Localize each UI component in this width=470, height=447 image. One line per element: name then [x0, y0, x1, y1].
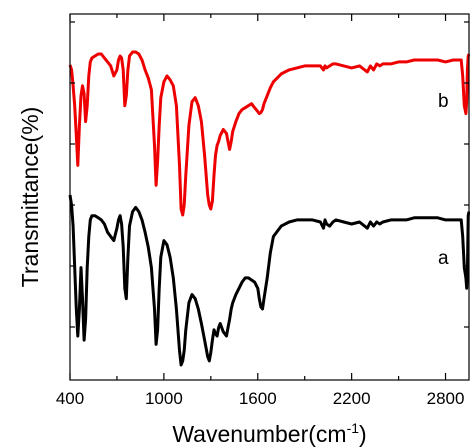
- x-axis-tick-labels: 400 1000 1600 2200 2800: [56, 389, 465, 408]
- series-label-a: a: [438, 248, 449, 269]
- x-axis-title-superscript: -1: [347, 420, 360, 436]
- x-axis-title: Wavenumber(cm-1): [172, 420, 366, 447]
- x-tick-label-1600: 1600: [239, 389, 277, 408]
- series-label-b: b: [438, 91, 449, 112]
- x-tick-label-2800: 2800: [427, 389, 465, 408]
- x-tick-label-1000: 1000: [145, 389, 183, 408]
- x-tick-label-2200: 2200: [333, 389, 371, 408]
- series-line-b: [68, 50, 470, 217]
- y-axis-title: Transmittance(%): [17, 107, 43, 288]
- series-line-a: [68, 194, 470, 367]
- series-labels: ba: [438, 91, 449, 269]
- x-axis-ticks: [69, 14, 469, 380]
- plot-lines: [68, 50, 470, 367]
- plot-frame: [69, 13, 470, 381]
- x-axis-title-close: ): [359, 421, 367, 447]
- x-tick-label-400: 400: [56, 389, 84, 408]
- x-axis-title-main: Wavenumber(cm: [172, 421, 346, 447]
